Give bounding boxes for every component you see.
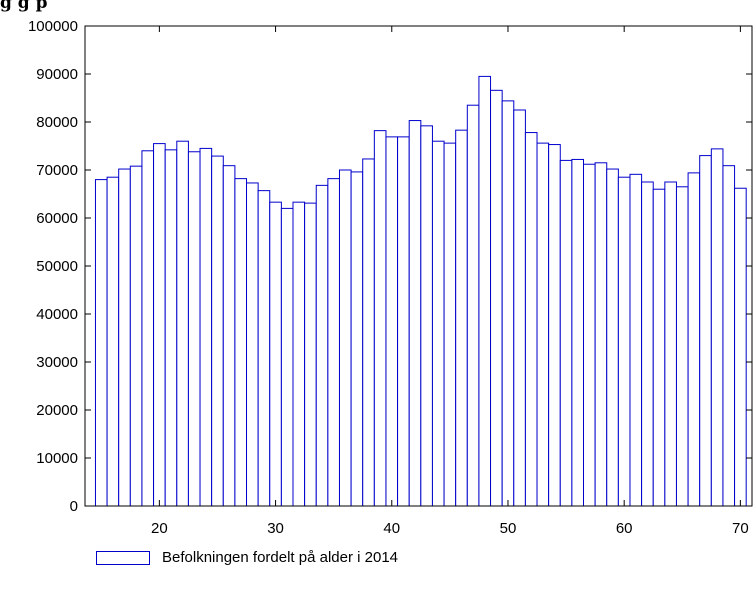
bar: [350, 171, 364, 507]
bar: [478, 75, 492, 507]
bar: [397, 136, 410, 507]
bar: [187, 151, 201, 507]
bar: [571, 158, 585, 507]
bar: [257, 190, 271, 507]
bar: [327, 178, 340, 507]
bar: [664, 181, 677, 507]
bar: [211, 155, 224, 507]
y-tick-label: 60000: [36, 210, 78, 227]
y-tick-label: 100000: [28, 18, 78, 35]
bar: [141, 150, 155, 507]
bar: [280, 207, 294, 507]
bar: [269, 201, 282, 507]
bar: [583, 163, 596, 507]
bar: [722, 165, 736, 507]
legend: Befolkningen fordelt på alder i 2014: [96, 549, 398, 566]
bar: [304, 202, 317, 507]
bar: [222, 165, 236, 507]
bar: [292, 201, 306, 507]
x-tick-label: 20: [151, 520, 168, 537]
bar: [652, 188, 666, 507]
bar: [536, 142, 550, 507]
x-tick-label: 50: [500, 520, 517, 537]
bar: [606, 168, 619, 507]
bar: [594, 162, 608, 507]
bar: [490, 89, 503, 507]
page-title: g g p: [0, 0, 48, 13]
bar: [176, 140, 189, 507]
y-tick-label: 30000: [36, 354, 78, 371]
x-tick-label: 30: [267, 520, 284, 537]
bar: [675, 186, 689, 507]
bar: [373, 130, 387, 507]
x-tick-label: 70: [732, 520, 749, 537]
y-tick-label: 20000: [36, 402, 78, 419]
y-tick-label: 70000: [36, 162, 78, 179]
bar: [548, 144, 561, 507]
x-tick-label: 60: [616, 520, 633, 537]
bar: [338, 169, 352, 507]
bar: [315, 184, 329, 507]
bar: [164, 149, 178, 507]
legend-label: Befolkningen fordelt på alder i 2014: [162, 549, 399, 566]
bar: [466, 104, 480, 507]
bar: [362, 158, 375, 507]
legend-swatch: [96, 550, 150, 565]
y-tick-label: 40000: [36, 306, 78, 323]
bar: [617, 176, 631, 507]
bar: [524, 132, 538, 507]
bar: [106, 176, 120, 507]
x-axis: 20 30 40 50 60 70: [151, 26, 749, 537]
bar: [199, 147, 213, 507]
bar: [629, 173, 643, 507]
bar: [153, 143, 166, 507]
bar: [687, 172, 701, 507]
bar: [699, 155, 712, 507]
bar: [513, 109, 526, 507]
y-tick-label: 90000: [36, 66, 78, 83]
y-tick-label: 80000: [36, 114, 78, 131]
y-axis: 0 10000 20000 30000 40000 50000 60000 70000 8000…: [28, 18, 752, 515]
y-tick-label: 10000: [36, 450, 78, 467]
bar: [443, 142, 457, 507]
bar: [734, 187, 747, 507]
bar: [501, 100, 515, 507]
bar: [408, 120, 422, 507]
bar: [94, 179, 108, 507]
bar: [420, 125, 433, 507]
bar: [641, 181, 654, 507]
y-tick-label: 50000: [36, 258, 78, 275]
x-tick-label: 40: [383, 520, 400, 537]
bar: [234, 178, 248, 507]
bar: [385, 136, 399, 507]
bar: [129, 165, 143, 507]
bars-group: [94, 75, 747, 507]
bar: [246, 182, 259, 507]
bar: [118, 168, 131, 507]
y-tick-label: 0: [70, 498, 78, 515]
bar: [431, 140, 445, 507]
bar: [710, 148, 724, 507]
bar: [455, 129, 468, 507]
bar: [559, 159, 573, 507]
